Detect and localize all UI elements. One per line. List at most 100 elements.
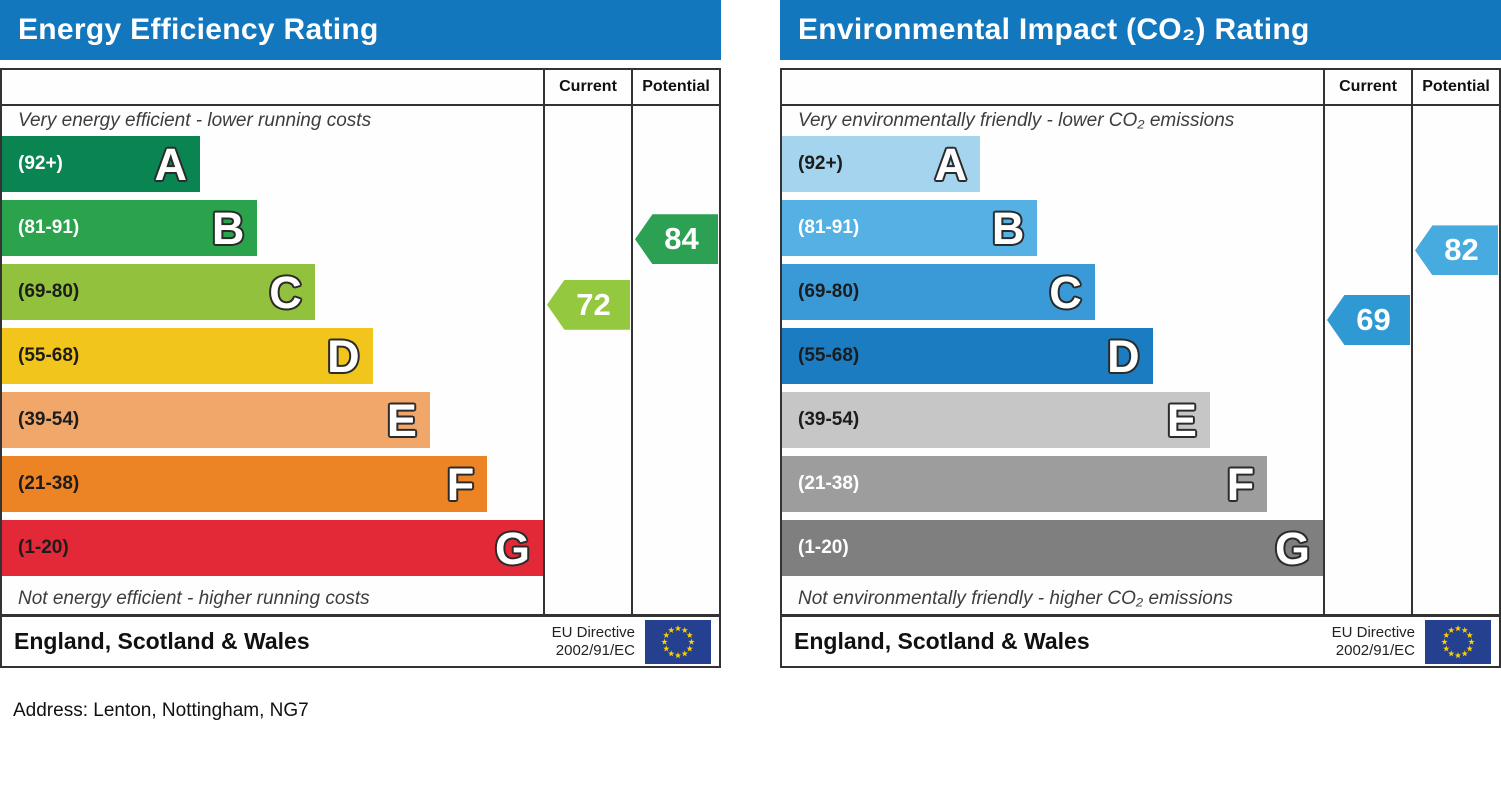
current-column: 72 bbox=[543, 106, 631, 614]
region-label: England, Scotland & Wales bbox=[14, 628, 310, 654]
current-column-header: Current bbox=[543, 70, 631, 104]
band-row-e: (39-54) E bbox=[782, 392, 1323, 456]
top-caption: Very environmentally friendly - lower CO… bbox=[798, 110, 1235, 131]
band-row-f: (21-38) F bbox=[782, 456, 1323, 520]
band-bar-f: (21-38) F bbox=[782, 456, 1268, 512]
band-bar-a: (92+) A bbox=[2, 136, 200, 192]
band-range-label: (55-68) bbox=[18, 345, 80, 366]
potential-column: 82 bbox=[1411, 106, 1499, 614]
band-row-d: (55-68) D bbox=[782, 328, 1323, 392]
chart-title: Energy Efficiency Rating bbox=[18, 13, 379, 46]
band-bar-f: (21-38) F bbox=[2, 456, 488, 512]
band-row-a: (92+) A bbox=[782, 136, 1323, 200]
table-header-row: Current Potential bbox=[782, 70, 1499, 106]
band-bar-d: (55-68) D bbox=[2, 328, 373, 384]
band-bar-b: (81-91) B bbox=[782, 200, 1038, 256]
potential-column-header: Potential bbox=[631, 70, 719, 104]
epc-chart-panel: Environmental Impact (CO₂) Rating Curren… bbox=[780, 0, 1501, 668]
table-header-row: Current Potential bbox=[2, 70, 719, 106]
band-letter: E bbox=[1166, 394, 1197, 446]
band-range-label: (92+) bbox=[798, 153, 843, 174]
bottom-caption: Not energy efficient - higher running co… bbox=[18, 588, 370, 609]
band-row-b: (81-91) B bbox=[2, 200, 543, 264]
bottom-caption: Not environmentally friendly - higher CO… bbox=[798, 588, 1233, 609]
current-column-header: Current bbox=[1323, 70, 1411, 104]
band-letter: A bbox=[154, 138, 188, 190]
band-row-g: (1-20) G bbox=[2, 520, 543, 584]
potential-column-header: Potential bbox=[1411, 70, 1499, 104]
band-range-label: (92+) bbox=[18, 153, 63, 174]
band-range-label: (1-20) bbox=[798, 537, 849, 558]
band-bar-a: (92+) A bbox=[782, 136, 980, 192]
band-letter: G bbox=[494, 522, 530, 574]
band-bar-e: (39-54) E bbox=[2, 392, 430, 448]
band-letter: B bbox=[991, 202, 1025, 254]
current-rating-arrow: 72 bbox=[547, 279, 630, 330]
bands-list: (92+) A (81-91) B (69-80) C (55-68) D (39-54) E (2… bbox=[782, 136, 1323, 584]
band-range-label: (21-38) bbox=[798, 473, 860, 494]
band-letter: D bbox=[1107, 330, 1140, 382]
region-label: England, Scotland & Wales bbox=[794, 628, 1090, 654]
band-range-label: (1-20) bbox=[18, 537, 69, 558]
current-column: 69 bbox=[1323, 106, 1411, 614]
epc-chart-panel: Energy Efficiency Rating Current Potenti… bbox=[0, 0, 721, 668]
table-footer: England, Scotland & Wales EU Directive 20… bbox=[2, 614, 719, 666]
chart-title: Environmental Impact (CO₂) Rating bbox=[798, 13, 1310, 46]
band-letter: C bbox=[269, 266, 302, 318]
bands-list: (92+) A (81-91) B (69-80) C (55-68) D (39-54) E (2… bbox=[2, 136, 543, 584]
potential-rating-arrow: 82 bbox=[1415, 225, 1498, 276]
rating-table: Current Potential Very environmentally f… bbox=[780, 68, 1501, 668]
current-rating-arrow: 69 bbox=[1327, 295, 1410, 345]
table-body: Very environmentally friendly - lower CO… bbox=[782, 106, 1499, 614]
eu-flag-icon bbox=[1425, 619, 1491, 664]
band-bar-c: (69-80) C bbox=[782, 264, 1095, 320]
band-range-label: (69-80) bbox=[798, 281, 860, 302]
band-bar-b: (81-91) B bbox=[2, 200, 258, 256]
top-caption: Very energy efficient - lower running co… bbox=[18, 110, 372, 131]
band-range-label: (55-68) bbox=[798, 345, 860, 366]
eu-directive-label: EU Directive 2002/91/EC bbox=[1331, 623, 1415, 659]
band-row-g: (1-20) G bbox=[782, 520, 1323, 584]
band-row-d: (55-68) D bbox=[2, 328, 543, 392]
band-row-f: (21-38) F bbox=[2, 456, 543, 520]
band-row-c: (69-80) C bbox=[2, 264, 543, 328]
band-range-label: (21-38) bbox=[18, 473, 80, 494]
band-bar-g: (1-20) G bbox=[2, 520, 543, 576]
band-letter: G bbox=[1274, 522, 1310, 574]
band-bar-d: (55-68) D bbox=[782, 328, 1153, 384]
band-row-a: (92+) A bbox=[2, 136, 543, 200]
band-bar-e: (39-54) E bbox=[782, 392, 1210, 448]
band-letter: F bbox=[446, 458, 475, 510]
band-letter: A bbox=[934, 138, 968, 190]
band-bar-g: (1-20) G bbox=[782, 520, 1323, 576]
band-row-c: (69-80) C bbox=[782, 264, 1323, 328]
charts-row: Energy Efficiency Rating Current Potenti… bbox=[0, 0, 1501, 668]
potential-rating-arrow: 84 bbox=[635, 214, 718, 265]
table-body: Very energy efficient - lower running co… bbox=[2, 106, 719, 614]
header-spacer bbox=[2, 70, 543, 104]
bands-area: Very energy efficient - lower running co… bbox=[2, 106, 543, 614]
band-range-label: (39-54) bbox=[18, 409, 80, 430]
band-letter: C bbox=[1049, 266, 1082, 318]
table-footer: England, Scotland & Wales EU Directive 20… bbox=[782, 614, 1499, 666]
band-row-b: (81-91) B bbox=[782, 200, 1323, 264]
bands-area: Very environmentally friendly - lower CO… bbox=[782, 106, 1323, 614]
band-letter: B bbox=[211, 202, 245, 254]
header-spacer bbox=[782, 70, 1323, 104]
band-letter: F bbox=[1226, 458, 1255, 510]
address-line: Address: Lenton, Nottingham, NG7 bbox=[13, 700, 309, 721]
chart-title-bar: Energy Efficiency Rating bbox=[0, 0, 721, 60]
eu-flag-icon bbox=[645, 619, 711, 664]
band-range-label: (81-91) bbox=[798, 217, 860, 238]
band-row-e: (39-54) E bbox=[2, 392, 543, 456]
eu-directive-label: EU Directive 2002/91/EC bbox=[551, 623, 635, 659]
band-bar-c: (69-80) C bbox=[2, 264, 315, 320]
band-range-label: (81-91) bbox=[18, 217, 80, 238]
chart-title-bar: Environmental Impact (CO₂) Rating bbox=[780, 0, 1501, 60]
band-letter: E bbox=[386, 394, 417, 446]
band-range-label: (39-54) bbox=[798, 409, 860, 430]
potential-column: 84 bbox=[631, 106, 719, 614]
band-range-label: (69-80) bbox=[18, 281, 80, 302]
band-letter: D bbox=[327, 330, 360, 382]
